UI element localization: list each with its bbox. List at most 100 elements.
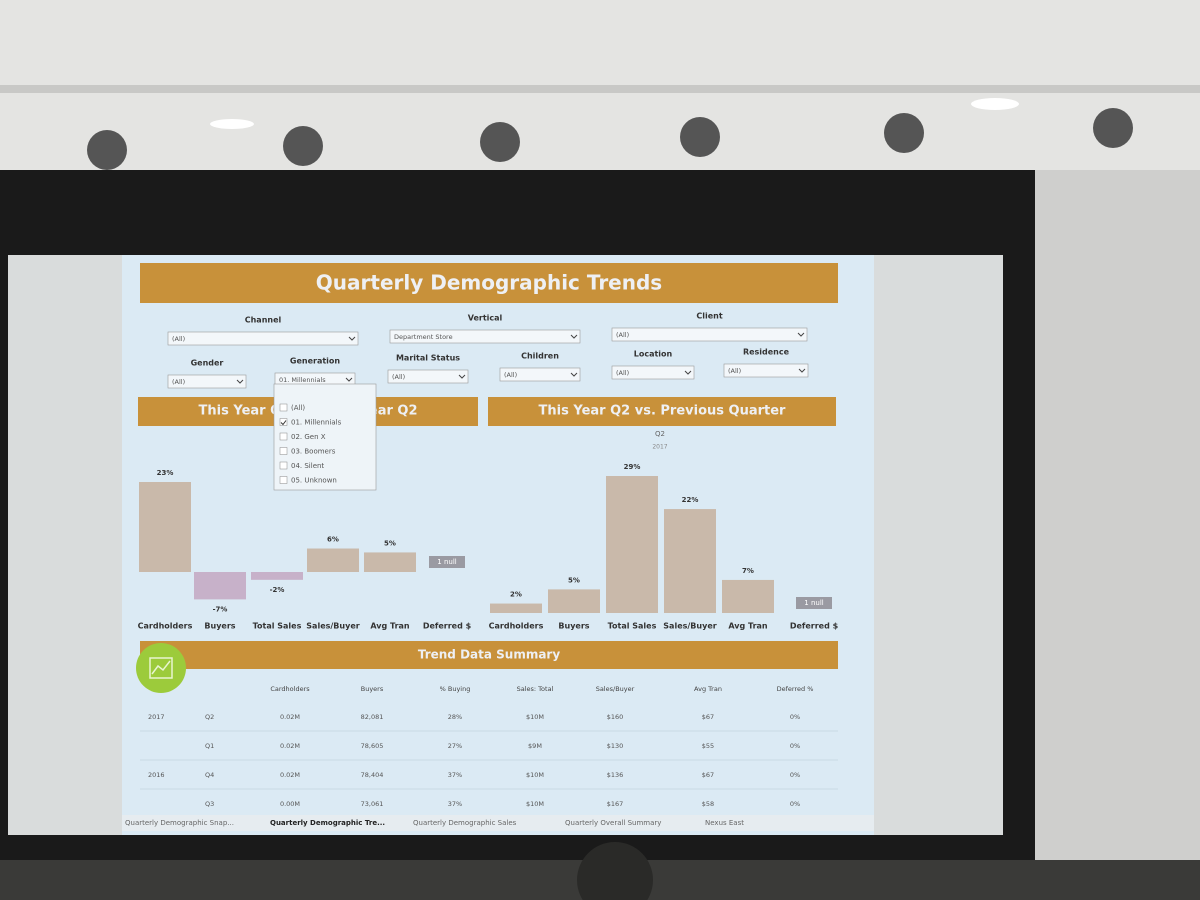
filter-dropdown[interactable]	[387, 369, 469, 384]
category-label: Avg Tran	[370, 622, 410, 631]
option-checkbox[interactable]	[279, 461, 288, 470]
table-cell: 2016	[148, 771, 165, 779]
value-label: 7%	[742, 567, 754, 575]
dashboard-title: Quarterly Demographic Trends	[316, 271, 662, 295]
sheet-tab[interactable]: Quarterly Demographic Sales	[413, 819, 517, 827]
option-checkbox[interactable]	[279, 403, 288, 412]
filter-dropdown[interactable]	[499, 367, 581, 382]
category-label: Total Sales	[608, 622, 657, 631]
category-label: Buyers	[558, 622, 589, 631]
bar	[139, 482, 191, 572]
table-cell: 73,061	[361, 800, 384, 808]
null-badge	[796, 597, 832, 609]
table-cell: 28%	[448, 713, 462, 721]
value-label: 22%	[682, 496, 699, 504]
filter-dropdown[interactable]	[723, 363, 809, 378]
bar	[548, 589, 600, 613]
value-label: 2%	[510, 591, 522, 599]
value-label: 29%	[624, 463, 641, 471]
table-cell: 0.02M	[280, 713, 300, 721]
table-cell: $10M	[526, 771, 544, 779]
null-badge-label: 1 null	[437, 558, 456, 566]
dashboard	[122, 255, 874, 835]
tab-bar	[122, 815, 874, 831]
filter-label: Client	[696, 312, 722, 321]
value-label: 5%	[384, 539, 396, 547]
table-cell: 0%	[790, 713, 800, 721]
table-cell: $67	[702, 713, 714, 721]
category-label: Total Sales	[253, 622, 302, 631]
bar	[194, 572, 246, 600]
option-checkbox[interactable]	[279, 476, 288, 484]
option-checkbox[interactable]	[279, 432, 288, 441]
table-cell: Q1	[205, 742, 214, 750]
table-cell: $136	[607, 771, 624, 779]
sheet-tab[interactable]: Quarterly Demographic Tre...	[270, 819, 385, 827]
dropdown-arrow	[570, 334, 578, 339]
table-cell: $9M	[528, 742, 542, 750]
table-cell: 82,081	[361, 713, 384, 721]
table-cell: 0%	[790, 771, 800, 779]
table-cell: Q4	[205, 771, 214, 779]
filter-value: (All)	[172, 335, 185, 343]
table-cell: Q2	[205, 713, 214, 721]
table-cell: 2017	[148, 713, 165, 721]
dropdown-option[interactable]: 05. Unknown	[291, 477, 337, 485]
table-title: Trend Data Summary	[418, 648, 561, 662]
table-cell: $67	[702, 771, 714, 779]
table-cell: 0%	[790, 742, 800, 750]
bar	[364, 552, 416, 572]
dropdown-arrow	[458, 374, 466, 379]
value-label: 5%	[568, 576, 580, 584]
sheet-tab[interactable]: Nexus East	[705, 819, 744, 827]
sheet-tab[interactable]: Quarterly Demographic Snap...	[125, 819, 234, 827]
table-cell: 0.00M	[280, 800, 300, 808]
filter-value: (All)	[616, 331, 629, 339]
table-icon-glyph	[149, 657, 173, 679]
column-header: Sales/Buyer	[596, 685, 635, 693]
dashboard-content: Quarterly Demographic Trends Channel (All)…	[122, 263, 874, 831]
filter-dropdown[interactable]	[167, 331, 359, 346]
value-label: 23%	[157, 469, 174, 477]
ceiling-lights	[87, 98, 1133, 170]
table-cell: 0.02M	[280, 771, 300, 779]
filter-dropdown[interactable]	[167, 374, 247, 389]
column-header: Deferred %	[777, 685, 814, 693]
filter-value: (All)	[172, 378, 185, 386]
bar	[664, 509, 716, 613]
filter-label: Residence	[743, 348, 790, 357]
table-cell: $55	[702, 742, 714, 750]
dropdown-option[interactable]: 04. Silent	[291, 462, 324, 470]
null-badge	[429, 556, 465, 568]
ceiling-beam	[0, 85, 1200, 93]
value-label: -7%	[213, 605, 228, 613]
filter-label: Generation	[290, 357, 341, 366]
filter-dropdown[interactable]	[611, 327, 808, 342]
category-label: Deferred $	[790, 622, 839, 631]
sheet-tab[interactable]: Quarterly Overall Summary	[565, 819, 661, 827]
table-cell: Q3	[205, 800, 214, 808]
dropdown-option[interactable]: (All)	[291, 404, 305, 412]
table-cell: 37%	[448, 771, 462, 779]
dropdown-option[interactable]: 02. Gen X	[291, 433, 326, 441]
column-header: Sales: Total	[517, 685, 554, 693]
category-label: Avg Tran	[728, 622, 768, 631]
filter-dropdown[interactable]	[389, 329, 581, 344]
value-label: -2%	[270, 586, 285, 594]
dropdown-option[interactable]: 01. Millennials	[291, 419, 342, 427]
filter-value: (All)	[728, 367, 741, 375]
category-label: Cardholders	[489, 622, 544, 631]
check-mark	[280, 420, 287, 426]
option-checkbox[interactable]	[279, 418, 288, 426]
category-label: Deferred $	[423, 622, 472, 631]
chart-note: 2017	[652, 444, 667, 451]
option-checkbox[interactable]	[279, 447, 288, 455]
filter-value: (All)	[504, 371, 517, 379]
filter-dropdown[interactable]	[611, 365, 695, 380]
dropdown-option[interactable]: 03. Boomers	[291, 448, 336, 456]
audience-head	[577, 842, 653, 900]
filter-label: Location	[634, 350, 673, 359]
column-header: % Buying	[440, 685, 471, 693]
table-cell: 37%	[448, 800, 462, 808]
